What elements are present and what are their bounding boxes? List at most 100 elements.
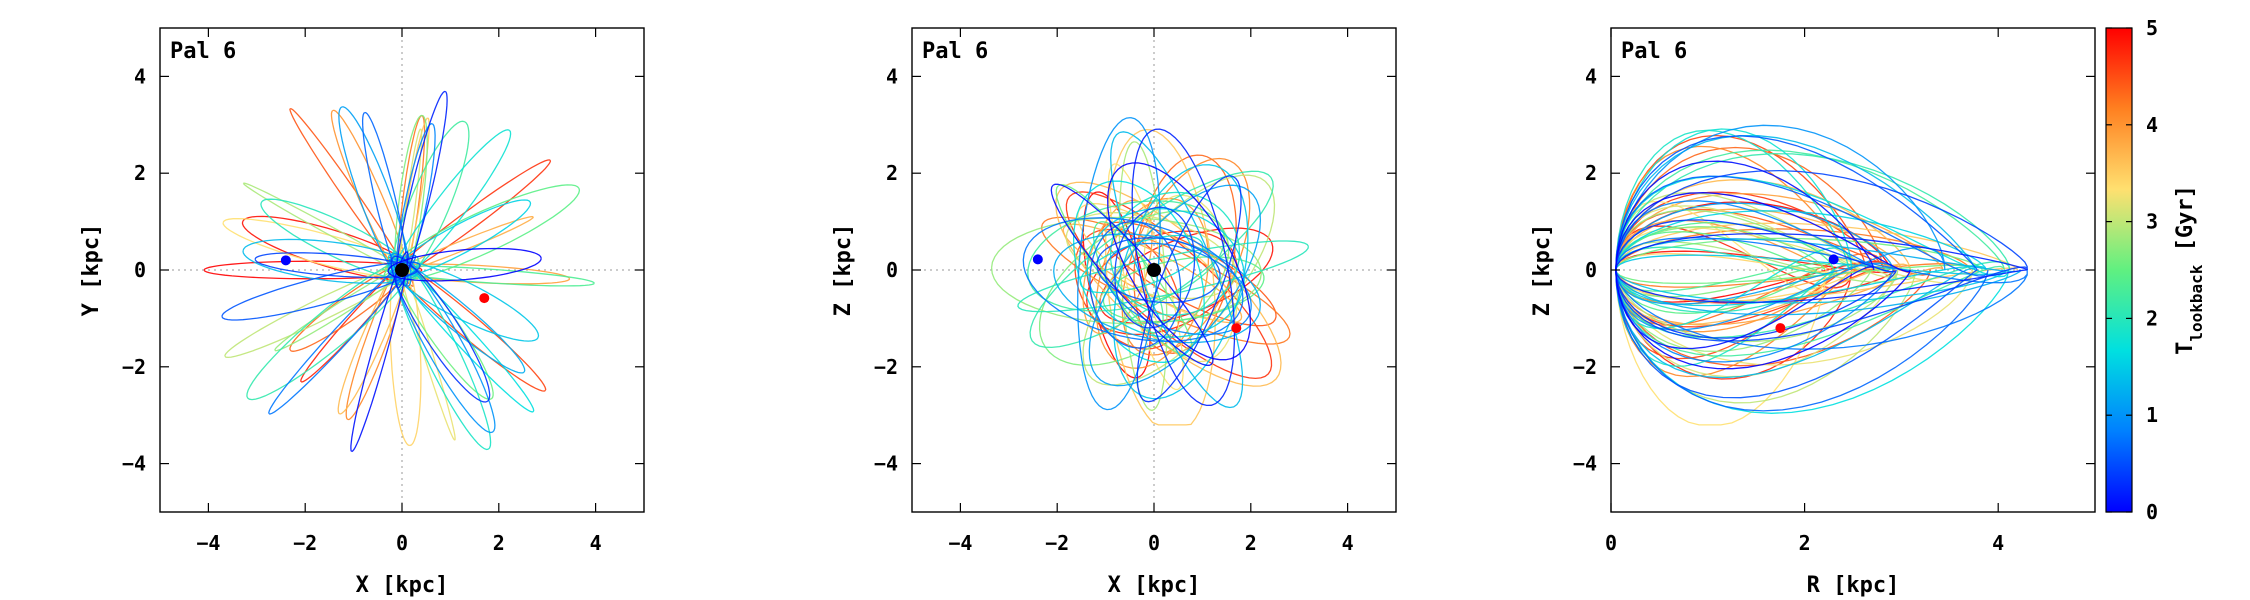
- colorbar-label-unit: [Gyr]: [2173, 185, 2198, 264]
- orbit-segment: [1079, 234, 1204, 294]
- x-tick-label: −2: [293, 531, 317, 555]
- x-tick-label: 0: [1148, 531, 1160, 555]
- orbit-tracks-rz: [1611, 124, 2095, 426]
- orbit-segment: [390, 252, 496, 434]
- panel-rz: Pal 6 R [kpc] Z [kpc]: [1530, 27, 2096, 598]
- orbit-segment: [1107, 162, 1252, 361]
- x-tick-label: 2: [493, 531, 505, 555]
- x-tick-label: 4: [1992, 531, 2004, 555]
- x-tick-label: 2: [1799, 531, 1811, 555]
- present-position-marker: [280, 255, 291, 266]
- start-position-marker: [479, 293, 490, 304]
- colorbar-label-main: T: [2173, 342, 2198, 355]
- x-tick-label: 4: [1342, 531, 1354, 555]
- orbit-segment: [389, 129, 512, 286]
- orbit-segment: [387, 247, 542, 282]
- orbit-segment: [1082, 199, 1153, 335]
- colorbar-gradient: [2105, 27, 2133, 513]
- y-tick-label: 4: [134, 64, 146, 88]
- y-tick-label: 2: [134, 161, 146, 185]
- orbit-segment: [224, 259, 421, 359]
- panel-title-xz: Pal 6: [922, 39, 988, 64]
- orbit-segment: [1050, 183, 1214, 366]
- y-tick-label: 4: [1585, 64, 1597, 88]
- x-tick-label: −4: [948, 531, 972, 555]
- orbit-segment: [289, 107, 415, 287]
- y-tick-label: 0: [1585, 258, 1597, 282]
- orbit-segment: [1053, 233, 1261, 344]
- orbit-segment: [395, 123, 436, 286]
- orbit-segment: [1113, 164, 1249, 400]
- orbit-tracks-xz: [912, 28, 1396, 512]
- colorbar: 0 1 2 3 4 5 Tlookback [Gyr]: [2105, 16, 2206, 524]
- axis-ticks: −4 −2 0 2 4 −4 −2 0 2 4: [874, 28, 1396, 555]
- orbit-segment: [388, 258, 526, 374]
- colorbar-tick-label: 5: [2146, 16, 2158, 40]
- y-tick-label: −4: [874, 452, 898, 476]
- orbit-segment: [241, 215, 419, 281]
- colorbar-ticks: 0 1 2 3 4 5: [2106, 16, 2158, 524]
- x-tick-label: 0: [396, 531, 408, 555]
- y-tick-label: 2: [1585, 161, 1597, 185]
- orbit-segment: [1096, 237, 1221, 304]
- colorbar-label-sub: lookback: [2187, 264, 2206, 341]
- axis-ticks: 0 2 4 −4 −2 0 2 4: [1573, 28, 2095, 555]
- galactic-center-marker: [1147, 263, 1161, 277]
- x-tick-label: −4: [196, 531, 220, 555]
- y-axis-label-xz: Z [kpc]: [831, 224, 856, 317]
- orbit-segment: [390, 255, 491, 403]
- axis-ticks: −4 −2 0 2 4 −4 −2 0 2 4: [122, 28, 644, 555]
- orbit-segment: [1055, 181, 1282, 387]
- orbit-segment: [268, 254, 417, 415]
- y-tick-label: −2: [122, 355, 146, 379]
- start-position-marker: [1231, 323, 1242, 334]
- y-tick-label: −2: [874, 355, 898, 379]
- orbit-segment: [395, 90, 448, 289]
- orbit-segment: [1077, 116, 1161, 411]
- orbit-segment: [1022, 217, 1244, 342]
- x-tick-label: −2: [1045, 531, 1069, 555]
- orbit-segment: [1029, 170, 1274, 349]
- panel-title-rz: Pal 6: [1621, 39, 1687, 64]
- panel-xy: Pal 6 X [kpc] Y [kpc]: [79, 27, 645, 598]
- orbit-segment: [338, 106, 412, 288]
- colorbar-tick-label: 1: [2146, 403, 2158, 427]
- x-tick-label: 4: [590, 531, 602, 555]
- orbit-segment: [260, 198, 418, 281]
- orbit-segment: [1088, 184, 1262, 387]
- y-tick-label: 0: [134, 258, 146, 282]
- y-tick-label: 2: [886, 161, 898, 185]
- colorbar-tick-label: 4: [2146, 113, 2158, 137]
- present-position-marker: [1828, 254, 1839, 265]
- orbit-segment: [1131, 128, 1236, 407]
- orbit-segment: [221, 261, 421, 321]
- y-tick-label: −2: [1573, 355, 1597, 379]
- colorbar-label: Tlookback [Gyr]: [2173, 185, 2206, 355]
- y-tick-label: 0: [886, 258, 898, 282]
- orbit-segment: [1136, 175, 1242, 403]
- orbit-segment: [387, 254, 535, 413]
- start-position-marker: [1775, 323, 1786, 334]
- colorbar-tick-label: 3: [2146, 210, 2158, 234]
- panel-title-xy: Pal 6: [170, 39, 236, 64]
- present-position-marker: [1032, 254, 1043, 265]
- y-tick-label: −4: [122, 452, 146, 476]
- colorbar-tick-label: 0: [2146, 500, 2158, 524]
- orbit-segment: [1017, 240, 1310, 313]
- orbit-segment: [1086, 207, 1245, 338]
- orbit-segment: [1089, 220, 1182, 349]
- orbit-segment: [1110, 131, 1244, 409]
- x-axis-label-xy: X [kpc]: [356, 573, 449, 598]
- y-tick-label: 4: [886, 64, 898, 88]
- orbit-segment: [1074, 228, 1181, 350]
- orbit-segment: [350, 251, 409, 453]
- orbit-tracks-xy: [160, 28, 644, 512]
- colorbar-tick-label: 2: [2146, 306, 2158, 330]
- orbit-segment: [390, 251, 492, 451]
- galactic-center-marker: [395, 263, 409, 277]
- orbit-segment: [361, 111, 409, 287]
- y-axis-label-rz: Z [kpc]: [1530, 224, 1555, 317]
- x-axis-label-xz: X [kpc]: [1108, 573, 1201, 598]
- x-tick-label: 2: [1245, 531, 1257, 555]
